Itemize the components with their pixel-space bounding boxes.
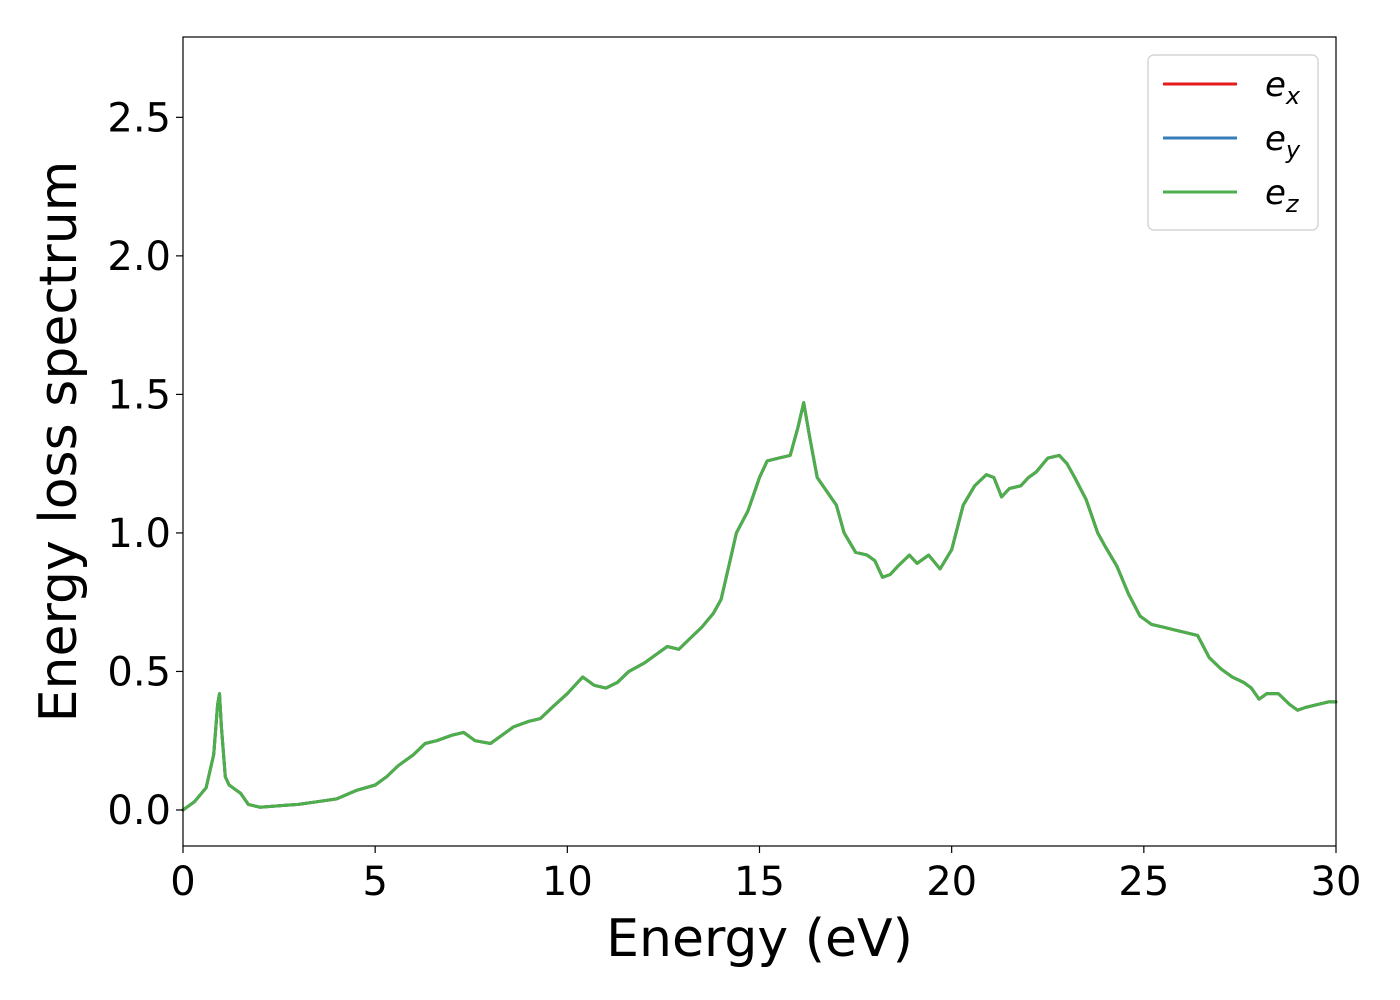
x-axis-label: Energy (eV) [606,909,913,969]
y-tick-label: 1.0 [107,511,171,557]
x-tick-label: 15 [734,859,785,905]
x-tick-label: 10 [542,859,593,905]
x-tick-label: 20 [926,859,977,905]
series-layer [181,401,1338,812]
y-tick-label: 0.5 [107,649,171,695]
y-tick-label: 2.5 [107,95,171,141]
legend-label: ez [1265,173,1300,218]
legend-box [1147,54,1319,231]
y-axis-ticks: 0.0 0.5 1.0 1.5 2.0 2.5 [107,95,183,834]
x-tick-label: 0 [170,859,195,905]
legend-label: ex [1265,65,1301,110]
legend-items: ex ey ez [1163,65,1301,218]
legend: ex ey ez [1147,54,1319,231]
y-axis-label: Energy loss spectrum [29,161,89,723]
x-tick-label: 30 [1311,859,1362,905]
x-axis-ticks: 0 5 10 15 20 25 30 [170,846,1361,905]
legend-label: ey [1265,119,1301,164]
y-tick-label: 2.0 [107,234,171,280]
y-tick-label: 0.0 [107,788,171,834]
series-line-e-z [181,401,1338,812]
x-tick-label: 5 [362,859,387,905]
x-tick-label: 25 [1118,859,1169,905]
y-tick-label: 1.5 [107,372,171,418]
